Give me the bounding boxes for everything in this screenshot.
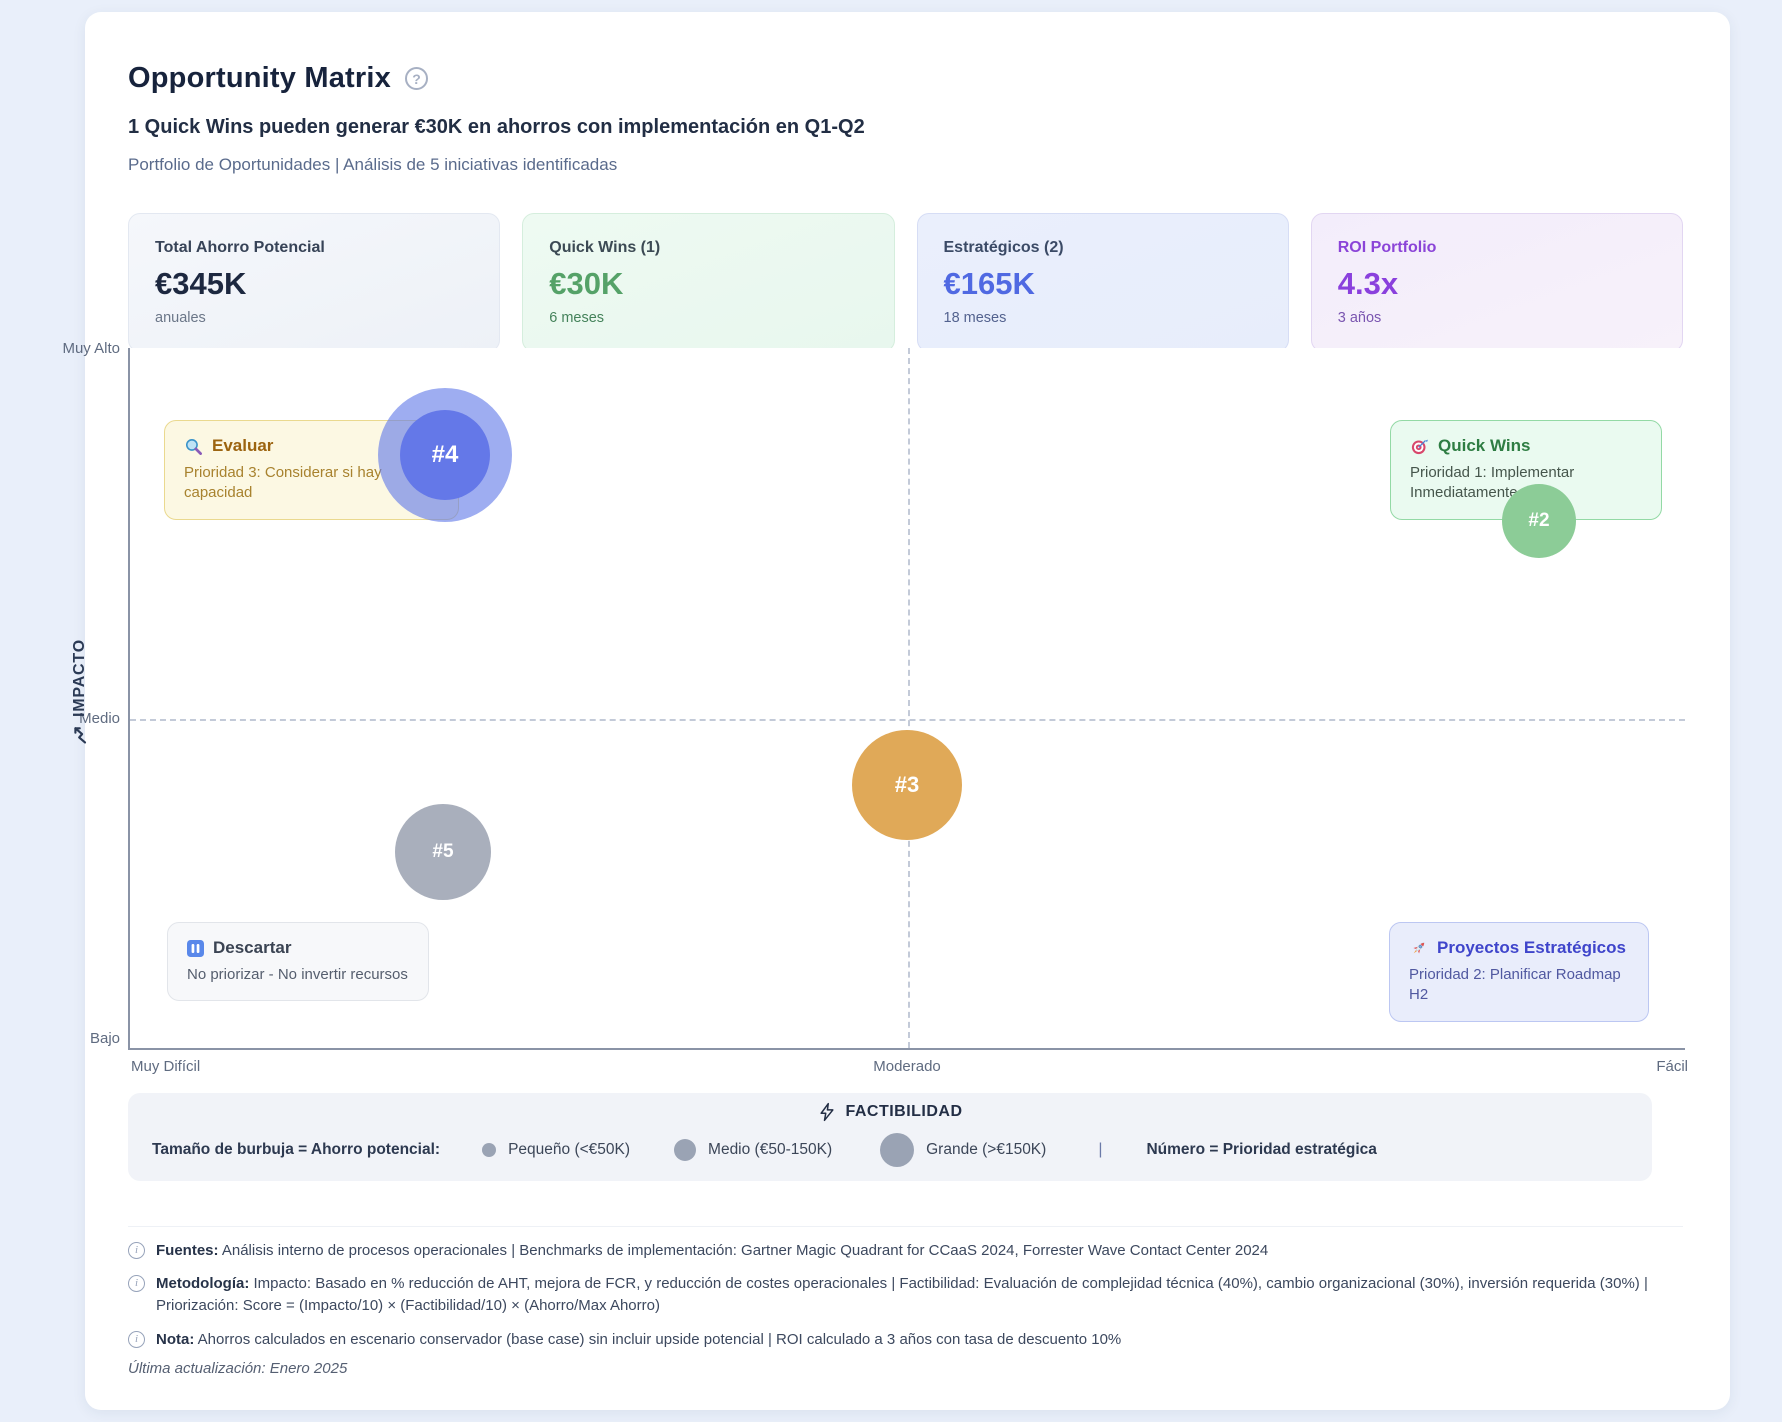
x-tick-muy-dificil: Muy Difícil bbox=[131, 1058, 201, 1075]
target-icon bbox=[1410, 437, 1429, 456]
quadrant-description: Prioridad 3: Considerar si hay capacidad bbox=[184, 464, 382, 502]
kpi-value: €345K bbox=[155, 266, 247, 301]
kpi-value: 4.3x bbox=[1337, 266, 1399, 301]
kpi-label: Estratégicos (2) bbox=[943, 239, 1064, 256]
quadrant-title: Evaluar bbox=[212, 436, 274, 455]
legend-number-note: Número = Prioridad estratégica bbox=[1146, 1141, 1377, 1158]
x-tick-facil: Fácil bbox=[1656, 1058, 1688, 1075]
legend-size-small: Pequeño (<€50K) bbox=[508, 1141, 631, 1158]
page-title: Opportunity Matrix bbox=[128, 62, 391, 94]
kpi-value: €165K bbox=[943, 266, 1035, 301]
y-axis-title: IMPACTO bbox=[70, 639, 90, 745]
bubble-priority-2[interactable]: #2 bbox=[1502, 484, 1576, 558]
info-icon: i bbox=[128, 1331, 145, 1348]
kpi-row: Total Ahorro Potencial €345K anuales Qui… bbox=[128, 213, 1683, 352]
footnote-label: Nota: bbox=[156, 1331, 195, 1348]
footnote-text: Ahorros calculados en escenario conserva… bbox=[197, 1331, 1122, 1348]
bubble-priority-4[interactable]: #4 bbox=[400, 410, 490, 500]
kpi-card-total-ahorro: Total Ahorro Potencial €345K anuales bbox=[128, 213, 501, 352]
magnifier-icon bbox=[184, 437, 203, 456]
large-bubble-icon bbox=[880, 1133, 915, 1167]
lightning-bolt-icon bbox=[817, 1102, 837, 1122]
kpi-label: ROI Portfolio bbox=[1337, 239, 1437, 256]
legend-size-label: Tamaño de burbuja = Ahorro potencial: bbox=[152, 1141, 441, 1158]
headline: 1 Quick Wins pueden generar €30K en ahor… bbox=[128, 116, 865, 138]
chart-legend: FACTIBILIDAD Tamaño de burbuja = Ahorro … bbox=[128, 1093, 1652, 1181]
quadrant-description: No priorizar - No invertir recursos bbox=[187, 966, 408, 983]
quadrant-plot: Evaluar Prioridad 3: Considerar si hay c… bbox=[128, 348, 1685, 1050]
info-icon: i bbox=[128, 1275, 145, 1292]
y-tick-bajo: Bajo bbox=[89, 1030, 120, 1047]
kpi-sub: 3 años bbox=[1337, 310, 1382, 326]
small-bubble-icon bbox=[482, 1143, 497, 1157]
footer-divider bbox=[128, 1226, 1683, 1227]
kpi-card-estrategicos: Estratégicos (2) €165K 18 meses bbox=[916, 213, 1289, 352]
kpi-sub: 6 meses bbox=[549, 310, 605, 326]
kpi-value: €30K bbox=[549, 266, 624, 301]
x-tick-moderado: Moderado bbox=[873, 1058, 941, 1075]
y-axis-title-text: IMPACTO bbox=[71, 639, 88, 717]
kpi-label: Total Ahorro Potencial bbox=[155, 239, 325, 256]
y-tick-medio: Medio bbox=[79, 710, 120, 727]
footnote-fuentes: i Fuentes: Análisis interno de procesos … bbox=[128, 1240, 1676, 1262]
bubble-priority-5[interactable]: #5 bbox=[395, 804, 491, 900]
legend-size-large: Grande (>€150K) bbox=[926, 1141, 1047, 1158]
footnote-nota: i Nota: Ahorros calculados en escenario … bbox=[128, 1329, 1676, 1351]
horizontal-midline bbox=[130, 719, 1685, 721]
quadrant-box-evaluar: Evaluar Prioridad 3: Considerar si hay c… bbox=[164, 420, 459, 520]
pause-icon bbox=[187, 939, 204, 957]
last-updated: Última actualización: Enero 2025 bbox=[128, 1360, 348, 1377]
bubble-label: #2 bbox=[1528, 510, 1550, 531]
footnote-text: Impacto: Basado en % reducción de AHT, m… bbox=[156, 1275, 1648, 1315]
kpi-sub: 18 meses bbox=[943, 310, 1007, 326]
quadrant-box-descartar: Descartar No priorizar - No invertir rec… bbox=[167, 922, 429, 1002]
quadrant-title: Quick Wins bbox=[1438, 436, 1531, 455]
bubble-label: #3 bbox=[894, 772, 920, 797]
legend-separator: | bbox=[1098, 1141, 1103, 1158]
kpi-label: Quick Wins (1) bbox=[549, 239, 661, 256]
kpi-card-roi-portfolio: ROI Portfolio 4.3x 3 años bbox=[1310, 213, 1683, 352]
kpi-card-quick-wins: Quick Wins (1) €30K 6 meses bbox=[522, 213, 895, 352]
y-tick-muy-alto: Muy Alto bbox=[62, 340, 120, 357]
x-axis-title-text: FACTIBILIDAD bbox=[845, 1103, 963, 1120]
footnote-text: Análisis interno de procesos operacional… bbox=[221, 1242, 1269, 1259]
bubble-label: #4 bbox=[431, 441, 459, 468]
quadrant-title: Descartar bbox=[213, 938, 292, 957]
footnote-label: Fuentes: bbox=[156, 1242, 219, 1259]
footnote-metodologia: i Metodología: Impacto: Basado en % redu… bbox=[128, 1273, 1676, 1317]
rocket-icon bbox=[1409, 939, 1428, 958]
medium-bubble-icon bbox=[674, 1139, 697, 1161]
subtitle: Portfolio de Oportunidades | Análisis de… bbox=[128, 155, 618, 174]
trend-up-icon bbox=[70, 725, 90, 745]
kpi-sub: anuales bbox=[155, 310, 206, 326]
vertical-midline bbox=[907, 348, 910, 1048]
quadrant-description: Prioridad 1: Implementar Inmediatamente bbox=[1410, 464, 1575, 502]
info-icon: i bbox=[128, 1242, 145, 1259]
bubble-priority-3[interactable]: #3 bbox=[852, 730, 962, 840]
quadrant-box-proyectos-estrategicos: Proyectos Estratégicos Prioridad 2: Plan… bbox=[1389, 922, 1649, 1022]
footnote-label: Metodología: bbox=[156, 1275, 250, 1292]
quadrant-description: Prioridad 2: Planificar Roadmap H2 bbox=[1409, 966, 1621, 1004]
help-icon[interactable]: ? bbox=[405, 67, 428, 90]
legend-size-medium: Medio (€50-150K) bbox=[708, 1141, 833, 1158]
quadrant-title: Proyectos Estratégicos bbox=[1437, 938, 1626, 957]
bubble-label: #5 bbox=[432, 841, 454, 862]
